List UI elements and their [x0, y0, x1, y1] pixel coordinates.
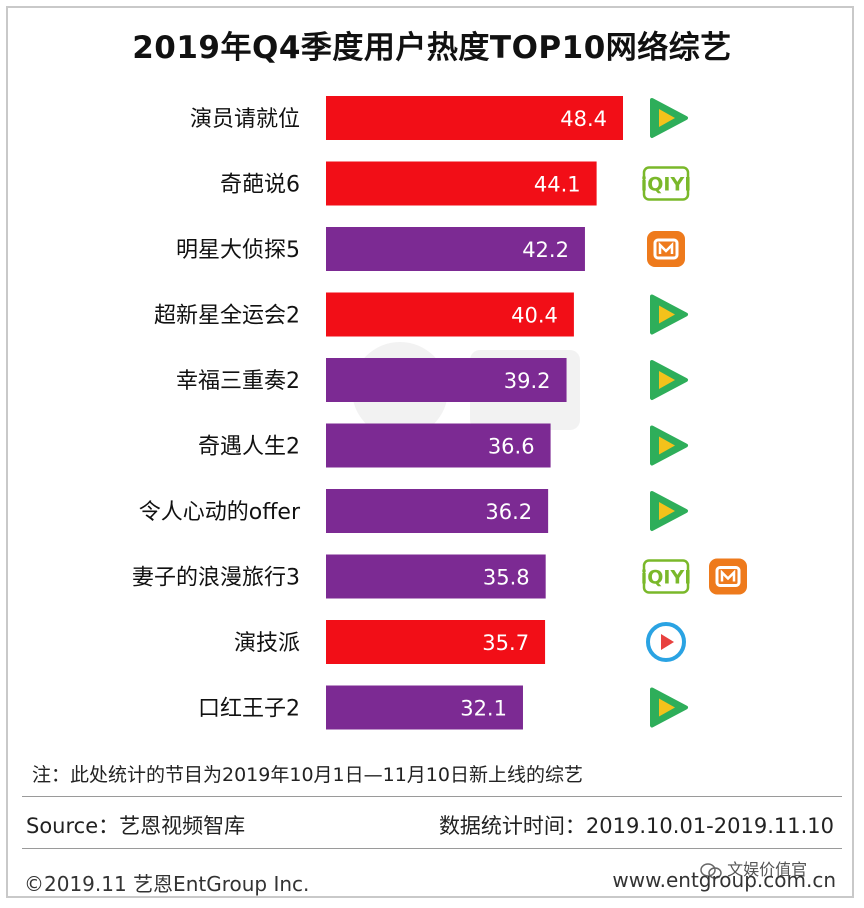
category-label: 演员请就位: [190, 107, 300, 132]
category-label: 令人心动的offer: [139, 500, 301, 525]
bar: [326, 292, 574, 337]
chart-note: 注：此处统计的节目为2019年10月1日—11月10日新上线的综艺: [32, 764, 583, 786]
category-label: 演技派: [234, 631, 300, 656]
tencent-video-icon: [650, 360, 688, 400]
bar: [326, 489, 549, 533]
bar-row: 演员请就位 48.4: [190, 96, 688, 140]
source-text: Source：艺恩视频智库: [26, 814, 246, 838]
value-label: 48.4: [560, 107, 607, 131]
bar: [326, 161, 597, 206]
copyright-text: ©2019.11 艺恩EntGroup Inc.: [24, 872, 310, 896]
wechat-icon: [700, 862, 722, 879]
category-label: 妻子的浪漫旅行3: [132, 566, 300, 591]
value-label: 36.2: [485, 500, 532, 524]
value-label: 39.2: [504, 369, 551, 393]
value-label: 40.4: [511, 304, 558, 328]
tencent-video-icon: [650, 687, 688, 728]
value-label: 35.7: [482, 631, 529, 655]
iqiyi-icon: iQIYI: [641, 166, 692, 201]
wechat-tag: 文娱价值官: [700, 856, 807, 880]
bar-row: 妻子的浪漫旅行3 35.8 iQIYI: [132, 554, 747, 599]
bar: [326, 227, 585, 271]
value-label: 44.1: [534, 173, 581, 197]
value-label: 36.6: [488, 435, 535, 459]
chart-title: 2019年Q4季度用户热度TOP10网络综艺: [132, 30, 732, 66]
tencent-video-icon: [650, 294, 688, 335]
bar-row: 奇遇人生2 36.6: [198, 423, 688, 468]
website-text: www.entgroup.com.cn: [612, 868, 836, 892]
divider-bottom: [22, 848, 842, 849]
tencent-video-icon: [650, 98, 688, 138]
svg-text:iQIYI: iQIYI: [641, 174, 692, 196]
svg-text:iQIYI: iQIYI: [641, 567, 692, 589]
bar: [326, 620, 546, 664]
divider-top: [22, 796, 842, 797]
youku-icon: [646, 622, 686, 662]
category-label: 明星大侦探5: [176, 238, 300, 263]
stat-time-text: 数据统计时间：2019.10.01-2019.11.10: [438, 814, 834, 838]
bar-row: 演技派 35.7: [234, 620, 686, 664]
mango-tv-icon: [709, 558, 747, 595]
bar: [326, 685, 523, 730]
bar: [326, 358, 567, 402]
value-label: 32.1: [460, 697, 507, 721]
value-label: 42.2: [522, 238, 569, 262]
bar-row: 超新星全运会2 40.4: [154, 292, 688, 337]
bar-row: 幸福三重奏2 39.2: [176, 358, 688, 402]
bar: [326, 423, 551, 468]
category-label: 超新星全运会2: [154, 304, 300, 329]
bar-row: 口红王子2 32.1: [198, 685, 688, 730]
wechat-name: 文娱价值官: [727, 860, 808, 879]
category-label: 奇遇人生2: [198, 435, 300, 460]
mango-tv-icon: [647, 231, 685, 267]
bar: [326, 96, 623, 140]
tencent-video-icon: [650, 491, 688, 531]
category-label: 幸福三重奏2: [176, 369, 300, 394]
bar-row: 奇葩说6 44.1 iQIYI: [220, 161, 692, 206]
category-label: 口红王子2: [198, 697, 300, 722]
category-label: 奇葩说6: [220, 173, 300, 198]
value-label: 35.8: [483, 566, 530, 590]
bar-row: 令人心动的offer 36.2: [139, 489, 688, 533]
bar-chart: 演员请就位 48.4 奇葩说6 44.1 iQIYI 明星大侦探5 42.2 超新星全运会2 4…: [132, 96, 747, 730]
bar: [326, 554, 546, 599]
bar-row: 明星大侦探5 42.2: [176, 227, 685, 271]
tencent-video-icon: [650, 425, 688, 466]
iqiyi-icon: iQIYI: [641, 559, 692, 594]
